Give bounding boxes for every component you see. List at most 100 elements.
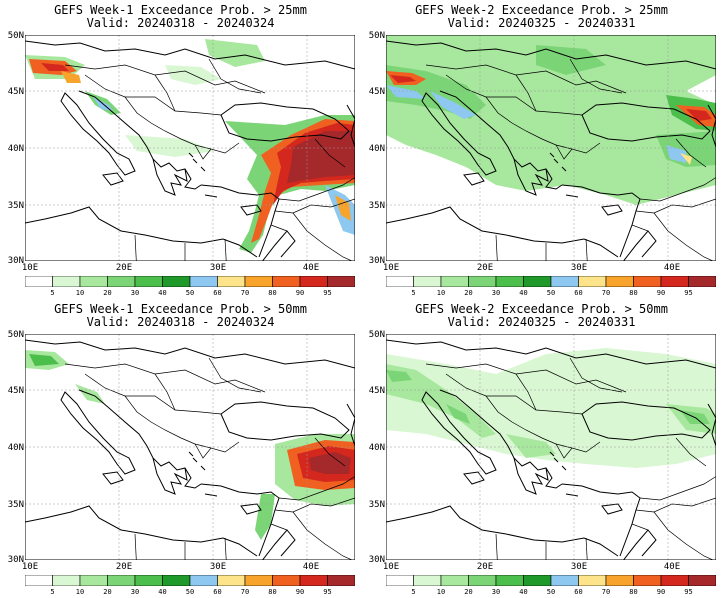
colorbar-level-label: 80 [268,289,277,297]
map-week1-50mm [25,334,355,560]
colorbar-level-label: 70 [240,588,250,596]
colorbar-swatch [272,276,301,287]
lat-label: 45N [7,386,24,396]
colorbar-swatch [495,575,524,586]
colorbar-swatch [244,575,273,586]
colorbar-swatch [79,276,108,287]
colorbar-swatch [327,575,355,586]
colorbar-swatch [550,575,579,586]
colorbar-level-label: 50 [546,289,556,297]
panel-title: GEFS Week-2 Exceedance Prob. > 50mm [415,302,668,316]
lon-label: 20E [476,562,494,572]
colorbar-level-label: 50 [185,588,195,596]
colorbar-swatch [386,276,414,287]
colorbar-swatch [660,276,689,287]
colorbar-level-label: 95 [323,588,332,596]
colorbar-swatch [413,276,442,287]
colorbar-level-label: 30 [491,588,501,596]
colorbar-swatch [440,276,469,287]
colorbar-swatch [162,276,191,287]
colorbar-level-label: 5 [50,289,55,297]
lat-label: 35N [368,500,385,510]
colorbar-swatch [386,575,414,586]
colorbar [386,575,716,586]
colorbar-level-label: 5 [50,588,55,596]
colorbar-level-label: 10 [75,289,85,297]
colorbar-swatch [299,575,328,586]
colorbar-swatch [578,276,607,287]
colorbar-level-label: 60 [574,588,583,596]
lon-label: 40E [302,263,320,273]
colorbar-swatch [107,575,136,586]
lat-label: 50N [368,330,385,340]
colorbar-level-label: 40 [158,289,167,297]
colorbar-level-label: 80 [629,289,638,297]
panel-week1-25mm: GEFS Week-1 Exceedance Prob. > 25mm Vali… [0,0,361,299]
colorbar-level-label: 95 [323,289,332,297]
colorbar-labels: 5 10 20 30 40 50 60 70 80 90 95 [386,289,716,298]
map-week2-50mm [386,334,716,560]
colorbar-level-label: 70 [240,289,250,297]
lat-label: 40N [7,443,24,453]
lon-label: 10E [21,263,39,273]
colorbar-level-label: 80 [629,588,638,596]
colorbar-swatch [52,575,81,586]
colorbar-swatch [688,575,716,586]
colorbar-level-label: 40 [519,289,528,297]
colorbar-swatch [79,575,108,586]
lon-label: 20E [115,263,133,273]
colorbar-swatch [327,276,355,287]
lon-label: 40E [663,263,681,273]
lat-label: 30N [7,555,24,565]
lon-label: 10E [21,562,39,572]
colorbar-swatch [107,276,136,287]
lon-label: 40E [663,562,681,572]
colorbar-level-label: 90 [656,289,666,297]
lat-label: 45N [368,386,385,396]
colorbar-labels: 5 10 20 30 40 50 60 70 80 90 95 [25,588,355,597]
lat-label: 35N [7,201,24,211]
colorbar-level-label: 60 [213,289,222,297]
lat-label: 40N [7,144,24,154]
panel-title: GEFS Week-1 Exceedance Prob. > 25mm [54,3,307,17]
colorbar [386,276,716,287]
panel-week1-50mm: GEFS Week-1 Exceedance Prob. > 50mm Vali… [0,299,361,598]
colorbar-swatch [468,575,497,586]
lon-label: 10E [382,263,400,273]
colorbar [25,575,355,586]
colorbar-swatch [440,575,469,586]
colorbar-labels: 5 10 20 30 40 50 60 70 80 90 95 [25,289,355,298]
colorbar-swatch [25,276,53,287]
colorbar-level-label: 80 [268,588,277,596]
panel-week2-50mm: GEFS Week-2 Exceedance Prob. > 50mm Vali… [361,299,722,598]
colorbar-swatch [52,276,81,287]
lat-label: 45N [368,87,385,97]
colorbar-swatch [217,276,246,287]
lat-label: 50N [7,31,24,41]
colorbar-level-label: 20 [464,289,473,297]
panel-title: GEFS Week-1 Exceedance Prob. > 50mm [54,302,307,316]
colorbar-level-label: 90 [295,289,305,297]
lat-label: 40N [368,144,385,154]
colorbar-swatch [633,575,662,586]
colorbar-level-label: 70 [601,588,611,596]
colorbar-swatch [272,575,301,586]
colorbar-level-label: 5 [411,289,416,297]
colorbar-level-label: 20 [103,289,112,297]
lat-label: 50N [368,31,385,41]
panel-valid-dates: Valid: 20240318 - 20240324 [86,16,275,30]
colorbar-swatch [523,575,552,586]
colorbar-swatch [605,276,634,287]
colorbar-swatch [217,575,246,586]
lon-label: 20E [115,562,133,572]
colorbar-swatch [688,276,716,287]
colorbar-swatch [468,276,497,287]
lat-label: 30N [368,256,385,266]
lon-label: 30E [570,562,588,572]
colorbar-level-label: 90 [656,588,666,596]
colorbar-level-label: 10 [436,588,446,596]
lon-label: 40E [302,562,320,572]
panel-valid-dates: Valid: 20240318 - 20240324 [86,315,275,329]
colorbar-level-label: 30 [130,289,140,297]
colorbar-level-label: 95 [684,289,693,297]
